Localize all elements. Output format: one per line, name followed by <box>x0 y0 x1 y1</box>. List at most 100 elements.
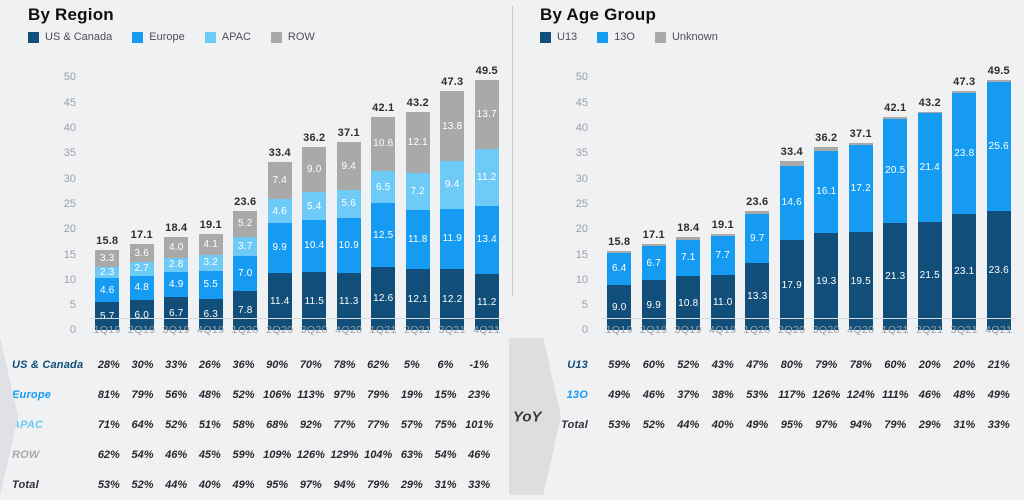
table-cell: 111% <box>881 389 909 401</box>
legend-item-label: ROW <box>287 31 315 43</box>
x-axis-tick-label: 1Q21 <box>881 324 909 336</box>
bar-segment-us-canada: 12.2 <box>440 268 465 331</box>
table-cell: 46% <box>468 449 491 461</box>
table-cell: 90% <box>266 359 289 371</box>
bar-segment-value: 6.7 <box>168 308 184 320</box>
bar-segment-value: 23.1 <box>954 266 975 278</box>
bar-segment-value: 16.1 <box>816 186 837 198</box>
bar-segment-value: 5.2 <box>237 218 253 230</box>
x-axis-tick-label: 2Q21 <box>916 324 944 336</box>
table-cell: 79% <box>884 419 907 431</box>
bar-segment-apac: 5.6 <box>336 189 361 219</box>
table-cell: 59% <box>608 359 631 371</box>
table-cell: 48% <box>198 389 221 401</box>
bar-segment-unknown <box>952 91 977 94</box>
bar-segment-value: 5.6 <box>341 198 356 210</box>
bar-segment-u13: 9.0 <box>607 284 632 331</box>
bar-segment-row: 4.0 <box>164 237 189 258</box>
table-cell: 79% <box>367 479 390 491</box>
legend-swatch-icon <box>654 31 666 43</box>
yoy-table-by-age-group: U13 59% 60% 52% 43% 47% 80% 79% 78% 60% 20% 20% 21% 1… <box>530 350 1016 440</box>
table-cell: 62% <box>97 449 120 461</box>
bar-segment-value: 10.4 <box>304 240 325 252</box>
table-cell: 49% <box>987 389 1010 401</box>
table-cell: 53% <box>608 419 631 431</box>
table-cell: 33% <box>987 419 1010 431</box>
table-cell: 45% <box>198 449 221 461</box>
bar-segment-europe: 10.9 <box>336 218 361 274</box>
table-cell: 79% <box>131 389 154 401</box>
bar-segment-unknown <box>883 117 908 119</box>
bar-segment-europe: 11.8 <box>405 209 430 270</box>
panel-by-age-group: By Age Group U13 13O Unknown 0 5 10 15 20 25 30 3… <box>512 0 1024 500</box>
x-axis-tick-label: 3Q20 <box>300 324 328 336</box>
table-row-row: ROW 62% 54% 46% 45% 59% 109% 126% 129% 104% 63% 54%… <box>12 440 496 470</box>
y-axis-tick-label: 15 <box>63 248 76 261</box>
legend-item-label: Europe <box>149 31 185 43</box>
table-row-label: Total <box>12 479 39 491</box>
legend-item-label: US & Canada <box>45 31 113 43</box>
table-cell: 71% <box>97 419 120 431</box>
bar-segment-unknown <box>917 111 942 114</box>
bar-3Q21: 47.3 23.8 23.1 <box>947 65 982 331</box>
bar-segment-apac: 2.7 <box>129 262 154 276</box>
bar-segment-unknown <box>848 142 873 145</box>
y-axis-tick-label: 20 <box>575 223 588 236</box>
bar-segment-u13: 19.3 <box>814 232 839 331</box>
bar-segment-apac: 11.2 <box>474 149 499 206</box>
bar-segment-europe: 13.4 <box>474 205 499 274</box>
x-axis-tick-label: 3Q19 <box>674 324 702 336</box>
table-cell: 78% <box>333 359 356 371</box>
bar-segment-unknown <box>814 147 839 152</box>
legend-swatch-icon <box>204 31 216 43</box>
bar-segment-value: 12.6 <box>373 293 394 305</box>
plot-by-region: 0 5 10 15 20 25 30 35 40 45 50 15.8 3.3 2.3 4.6 5.7 17.1… <box>18 65 504 336</box>
y-axis-tick-label: 40 <box>63 122 76 135</box>
y-axis-tick-label: 10 <box>575 273 588 286</box>
table-cell: 63% <box>400 449 423 461</box>
x-axis-tick-label: 2Q19 <box>640 324 668 336</box>
legend-swatch-icon <box>540 31 551 43</box>
legend-item: U13 <box>540 31 577 43</box>
x-axis-tick-label: 3Q21 <box>950 324 978 336</box>
bar-segment-value: 12.1 <box>407 294 428 306</box>
table-cell: 49% <box>746 419 769 431</box>
x-axis-tick-label: 1Q21 <box>369 324 397 336</box>
bar-segment-value: 11.8 <box>407 233 428 245</box>
bar-segment-row: 13.7 <box>474 80 499 150</box>
bar-segment-value: 12.1 <box>407 137 428 149</box>
bar-segment-us-canada: 6.7 <box>164 296 189 331</box>
bar-segment-value: 9.4 <box>444 179 460 191</box>
bar-segment-value: 19.3 <box>816 276 837 288</box>
table-cell: -1% <box>469 359 489 371</box>
bar-segment-value: 11.5 <box>304 295 325 307</box>
y-axis-tick-label: 35 <box>575 147 588 160</box>
bar-segment-value: 10.9 <box>338 240 359 252</box>
x-axis-tick-label: 4Q19 <box>197 324 225 336</box>
bar-segment-us-canada: 11.5 <box>302 272 327 331</box>
bar-segment-value: 9.9 <box>646 299 661 311</box>
bar-4Q19: 19.1 7.7 11.0 <box>706 65 741 331</box>
table-row-u13: U13 59% 60% 52% 43% 47% 80% 79% 78% 60% 20% 20% 21% <box>530 350 1016 380</box>
bar-segment-u13: 9.9 <box>641 280 666 331</box>
x-axis-spacer <box>18 324 90 336</box>
bar-segment-u13: 11.0 <box>710 274 735 331</box>
table-cell: 28% <box>97 359 120 371</box>
table-cell: 26% <box>198 359 221 371</box>
table-row-us-canada: US & Canada 28% 30% 33% 26% 36% 90% 70% 78% 62% 5%… <box>12 350 496 380</box>
bar-total-label: 36.2 <box>815 132 838 145</box>
bar-segment-row: 12.1 <box>405 112 430 174</box>
table-cell: 106% <box>263 389 292 401</box>
chart-title-by-age-group: By Age Group <box>540 5 657 24</box>
bar-segment-value: 2.8 <box>168 259 184 271</box>
bar-segment-value: 12.2 <box>442 294 463 306</box>
y-axis-tick-label: 0 <box>69 324 76 337</box>
y-axis-tick-label: 45 <box>63 96 76 109</box>
x-axis-tick-label: 3Q20 <box>812 324 840 336</box>
bar-segment-value: 9.7 <box>749 233 765 245</box>
bar-total-label: 17.1 <box>642 228 665 241</box>
bar-segment-apac: 5.4 <box>302 192 327 220</box>
table-cell: 44% <box>677 419 700 431</box>
bar-segment-unknown <box>710 233 735 236</box>
bar-segment-value: 6.7 <box>646 257 661 269</box>
